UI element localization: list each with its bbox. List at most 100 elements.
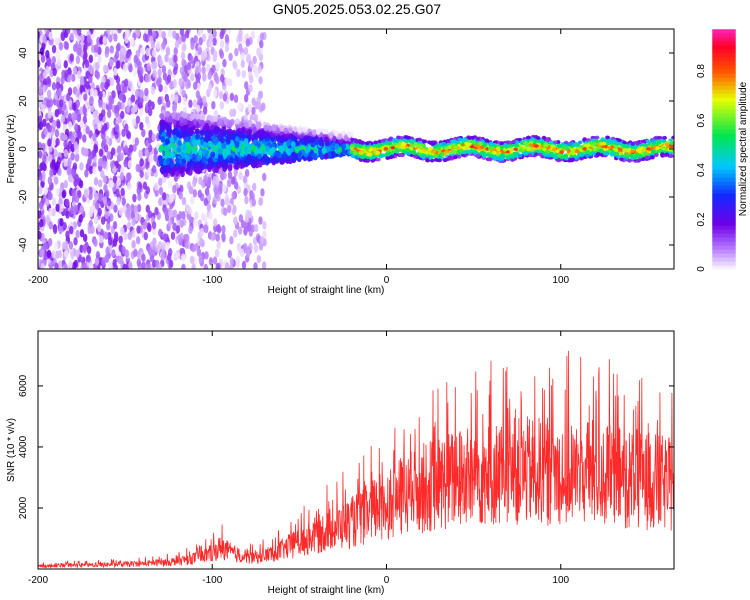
heatmap-cell (653, 153, 659, 158)
heatmap-cell (135, 29, 141, 38)
heatmap-cell (444, 146, 450, 150)
heatmap-cell (224, 197, 230, 206)
heatmap-cell (551, 147, 557, 152)
heatmap-cell (51, 82, 57, 91)
heatmap-y-tick-label: -20 (18, 189, 29, 204)
heatmap-cell (258, 216, 263, 225)
heatmap-cell (578, 156, 584, 161)
heatmap-cell (139, 121, 144, 131)
heatmap-cell (526, 135, 531, 140)
heatmap-cell (644, 155, 650, 160)
heatmap-cell (128, 144, 134, 153)
heatmap-cell (257, 152, 262, 160)
heatmap-cell (123, 159, 128, 168)
heatmap-cell (584, 153, 590, 158)
heatmap-cell (466, 146, 471, 151)
heatmap-cell (311, 129, 317, 136)
heatmap-cell (175, 225, 181, 234)
heatmap-cell (93, 89, 98, 98)
heatmap-cell (193, 218, 198, 228)
heatmap-cell (292, 125, 298, 133)
heatmap-cell (39, 218, 44, 228)
heatmap-cell (43, 242, 48, 252)
heatmap-cell (40, 161, 46, 170)
heatmap-cell (278, 145, 284, 152)
colorbar-segment (712, 33, 736, 38)
heatmap-cell (224, 77, 229, 86)
heatmap-cell (152, 30, 157, 39)
heatmap-cell (196, 248, 202, 257)
colorbar-segment (712, 109, 736, 114)
heatmap-cell (645, 139, 651, 144)
heatmap-cell (517, 153, 523, 158)
heatmap-cell (549, 140, 555, 145)
heatmap-cell (671, 135, 674, 140)
heatmap-cell (239, 162, 244, 169)
heatmap-cell (212, 29, 217, 39)
heatmap-cell (106, 109, 112, 119)
heatmap-cell (204, 187, 210, 196)
heatmap-cell (322, 148, 327, 155)
heatmap-cell (227, 128, 233, 135)
heatmap-cell (422, 154, 427, 159)
heatmap-cell (622, 143, 627, 148)
heatmap-cell (158, 228, 163, 238)
heatmap-cell (72, 66, 78, 75)
colorbar-segment (712, 101, 736, 106)
heatmap-cell (251, 126, 257, 133)
colorbar-segment (712, 73, 736, 78)
heatmap-cell (514, 143, 520, 148)
heatmap-cell (215, 262, 220, 269)
heatmap-cell (107, 259, 113, 269)
heatmap-cell (471, 140, 476, 145)
heatmap-cell (334, 143, 340, 150)
heatmap-cell (133, 55, 138, 64)
heatmap-cell (175, 161, 180, 169)
heatmap-cell (130, 94, 136, 103)
heatmap-cell (136, 258, 142, 267)
heatmap-x-tick-label: 100 (552, 275, 569, 286)
heatmap-cell (181, 143, 187, 151)
heatmap-cell (132, 193, 137, 203)
heatmap-cell (82, 233, 88, 243)
heatmap-cell (246, 154, 252, 161)
heatmap-cell (161, 242, 166, 251)
heatmap-cell (437, 158, 442, 163)
heatmap-cell (38, 121, 43, 131)
heatmap-cell (253, 113, 259, 123)
heatmap-cell (42, 35, 47, 44)
heatmap-cell (203, 224, 208, 233)
heatmap-cell (216, 162, 222, 169)
heatmap-cell (651, 138, 656, 143)
colorbar-segment (712, 137, 736, 142)
heatmap-cell (157, 96, 162, 105)
heatmap-cell (71, 188, 76, 198)
heatmap-cell (544, 149, 550, 154)
heatmap-cell (641, 139, 646, 144)
heatmap-cell (226, 29, 232, 34)
heatmap-cell (316, 128, 321, 135)
heatmap-cell (259, 32, 265, 41)
heatmap-cell (330, 150, 336, 158)
heatmap-cell (211, 101, 216, 110)
heatmap-cell (57, 260, 63, 269)
heatmap-cell (212, 196, 217, 205)
heatmap-cell (123, 78, 129, 88)
heatmap-cell (134, 137, 140, 146)
heatmap-cell (189, 255, 195, 264)
heatmap-cell (101, 125, 106, 135)
heatmap-cell (224, 34, 230, 43)
heatmap-cell (655, 146, 660, 150)
heatmap-cell (182, 73, 188, 83)
heatmap-cell (379, 153, 384, 157)
heatmap-cell (108, 95, 113, 104)
heatmap-cell (112, 175, 118, 184)
heatmap-cell (166, 129, 172, 136)
heatmap-cell (135, 236, 141, 245)
heatmap-cell (406, 135, 412, 140)
heatmap-cell (113, 33, 118, 42)
heatmap-cell (234, 47, 239, 57)
heatmap-cell (172, 30, 177, 39)
heatmap-cell (380, 138, 386, 143)
heatmap-cell (89, 88, 95, 97)
